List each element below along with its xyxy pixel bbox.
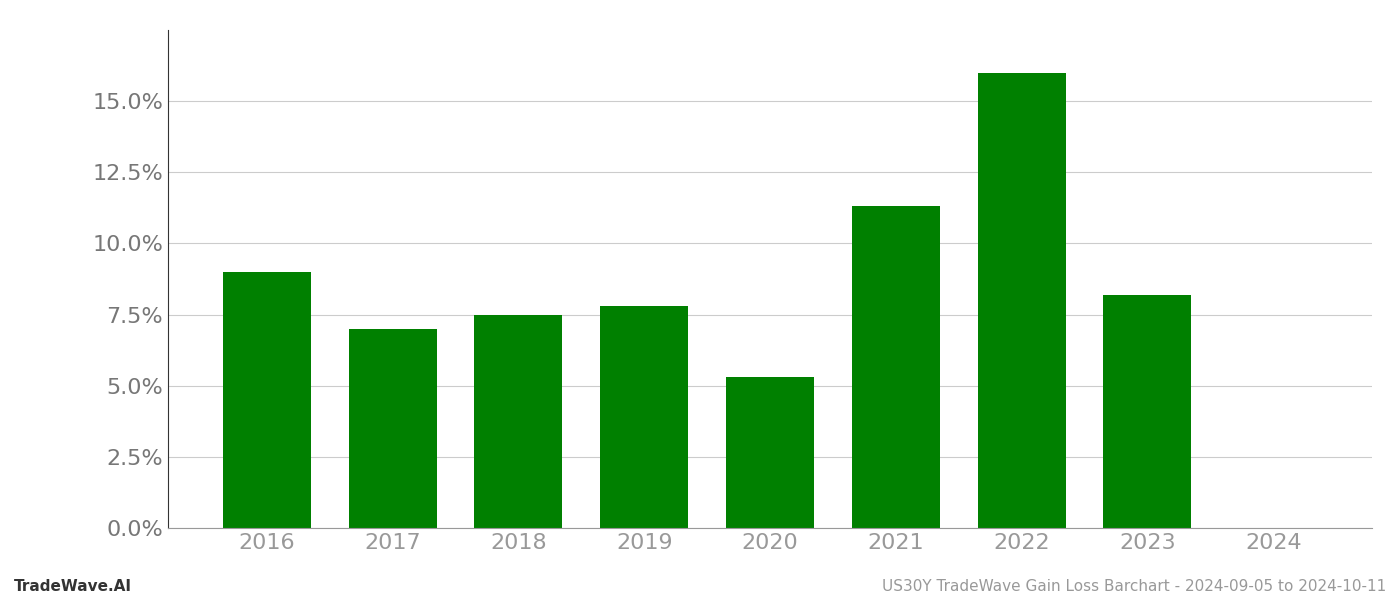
Text: US30Y TradeWave Gain Loss Barchart - 2024-09-05 to 2024-10-11: US30Y TradeWave Gain Loss Barchart - 202… — [882, 579, 1386, 594]
Bar — [349, 329, 437, 528]
Bar — [223, 272, 311, 528]
Bar — [977, 73, 1065, 528]
Bar — [851, 206, 939, 528]
Bar — [601, 306, 689, 528]
Bar — [727, 377, 813, 528]
Bar — [1103, 295, 1191, 528]
Bar — [475, 314, 563, 528]
Text: TradeWave.AI: TradeWave.AI — [14, 579, 132, 594]
